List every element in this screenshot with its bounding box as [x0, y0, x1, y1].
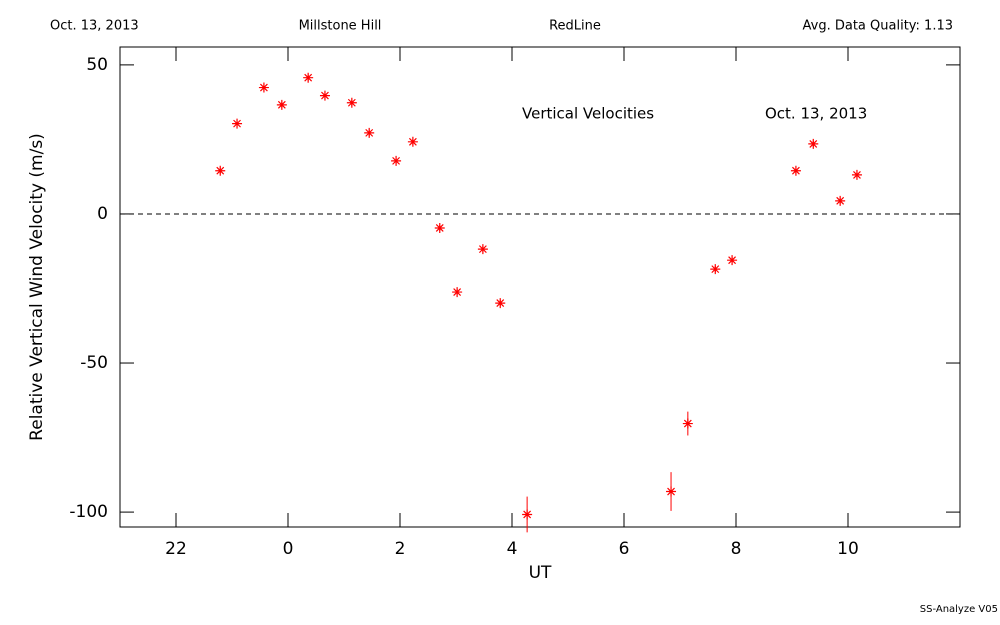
- point: [319, 90, 330, 101]
- point: [808, 138, 819, 149]
- point: [477, 244, 488, 255]
- header-date: Oct. 13, 2013: [50, 19, 139, 34]
- point: [727, 255, 738, 266]
- y-axis-label: Relative Vertical Wind Velocity (m/s): [27, 133, 47, 441]
- y-tick-label: -100: [69, 502, 108, 522]
- y-tick-label: -50: [80, 353, 108, 373]
- x-tick-label: 22: [165, 539, 187, 559]
- point: [495, 298, 506, 309]
- point: [407, 136, 418, 147]
- annotation: Oct. 13, 2013: [765, 105, 867, 123]
- point: [452, 287, 463, 298]
- point: [835, 195, 846, 206]
- y-tick-label: 50: [86, 55, 108, 75]
- point: [215, 165, 226, 176]
- point: [232, 118, 243, 129]
- point: [364, 127, 375, 138]
- point: [258, 82, 269, 93]
- point: [522, 509, 533, 520]
- x-tick-label: 2: [395, 539, 406, 559]
- x-tick-label: 4: [507, 539, 518, 559]
- header-quality: Avg. Data Quality: 1.13: [803, 19, 953, 34]
- footer: SS-Analyze V05: [920, 604, 998, 615]
- point: [682, 418, 693, 429]
- point: [276, 99, 287, 110]
- point: [391, 155, 402, 166]
- annotation: Vertical Velocities: [522, 105, 654, 123]
- x-tick-label: 0: [283, 539, 294, 559]
- x-tick-label: 8: [731, 539, 742, 559]
- point: [346, 97, 357, 108]
- point: [434, 222, 445, 233]
- x-tick-label: 10: [837, 539, 859, 559]
- point: [851, 169, 862, 180]
- point: [303, 72, 314, 83]
- point: [666, 486, 677, 497]
- point: [710, 264, 721, 275]
- y-tick-label: 0: [97, 204, 108, 224]
- plot-frame: [119, 46, 961, 528]
- header-line: RedLine: [549, 19, 601, 34]
- x-tick-label: 6: [619, 539, 630, 559]
- header-site: Millstone Hill: [299, 19, 382, 34]
- point: [790, 165, 801, 176]
- x-axis-label: UT: [529, 563, 552, 583]
